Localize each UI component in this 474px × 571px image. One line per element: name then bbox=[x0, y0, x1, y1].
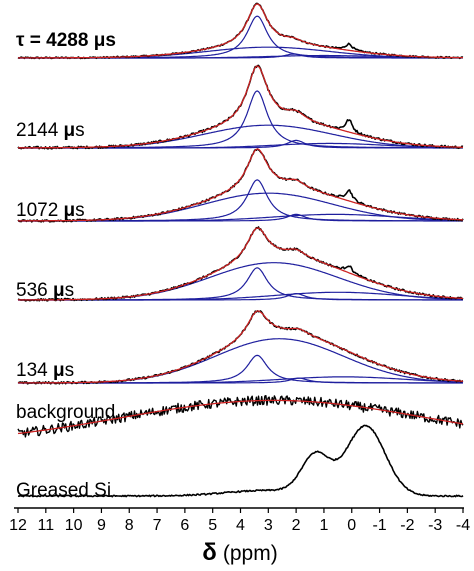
label-greased-si: Greased Si bbox=[16, 480, 111, 501]
fit-envelope-line bbox=[17, 399, 464, 435]
x-tick-label: 9 bbox=[97, 517, 106, 534]
label-134: 134 μs bbox=[16, 360, 74, 381]
fit-component-line bbox=[18, 124, 463, 149]
experimental-spectrum-line bbox=[17, 64, 464, 150]
label-2144: 2144 μs bbox=[16, 120, 85, 141]
x-tick-label: 3 bbox=[264, 517, 273, 534]
x-tick-label: -3 bbox=[428, 517, 442, 534]
x-tick-label: 12 bbox=[9, 517, 27, 534]
experimental-spectrum-line bbox=[17, 148, 464, 223]
experimental-spectrum-line bbox=[17, 424, 464, 498]
x-tick-label: -2 bbox=[400, 517, 414, 534]
x-tick-label: 1 bbox=[319, 517, 328, 534]
fit-component-line bbox=[18, 338, 464, 384]
x-tick-label: -4 bbox=[456, 517, 470, 534]
x-tick-label: 5 bbox=[208, 517, 217, 534]
fit-envelope-line bbox=[18, 65, 463, 149]
fit-component-line bbox=[18, 262, 463, 301]
label-1072: 1072 μs bbox=[16, 200, 85, 221]
x-axis: 12 11 10 9 8 7 6 5 4 3 2 1 0 -1 -2 -3 -4 bbox=[9, 507, 470, 534]
x-tick-label: 4 bbox=[236, 517, 245, 534]
fit-component-line bbox=[18, 90, 463, 149]
label-background: background bbox=[16, 402, 115, 423]
x-tick-label: 10 bbox=[65, 517, 83, 534]
x-tick-label: 7 bbox=[153, 517, 162, 534]
label-536: 536 μs bbox=[16, 280, 74, 301]
x-axis-ticks: 12 11 10 9 8 7 6 5 4 3 2 1 0 -1 -2 -3 -4 bbox=[9, 508, 470, 534]
x-tick-label: -1 bbox=[372, 517, 386, 534]
x-tick-label: 0 bbox=[347, 517, 356, 534]
fit-envelope-line bbox=[18, 310, 463, 384]
x-tick-label: 8 bbox=[125, 517, 134, 534]
spectra-curves bbox=[17, 2, 464, 498]
fit-envelope-line bbox=[18, 3, 464, 59]
fit-component-line bbox=[18, 179, 463, 222]
x-axis-label: δ (ppm) bbox=[202, 539, 277, 566]
x-tick-label: 2 bbox=[292, 517, 301, 534]
label-tau-4288: τ = 4288 μs bbox=[16, 30, 116, 51]
x-tick-label: 6 bbox=[180, 517, 189, 534]
spectrum-labels: τ = 4288 μs 2144 μs 1072 μs 536 μs 134 μ… bbox=[16, 30, 116, 501]
fit-envelope-line bbox=[18, 227, 463, 301]
x-tick-label: 11 bbox=[38, 517, 55, 534]
experimental-spectrum-line bbox=[17, 226, 464, 302]
fit-envelope-line bbox=[18, 148, 463, 222]
